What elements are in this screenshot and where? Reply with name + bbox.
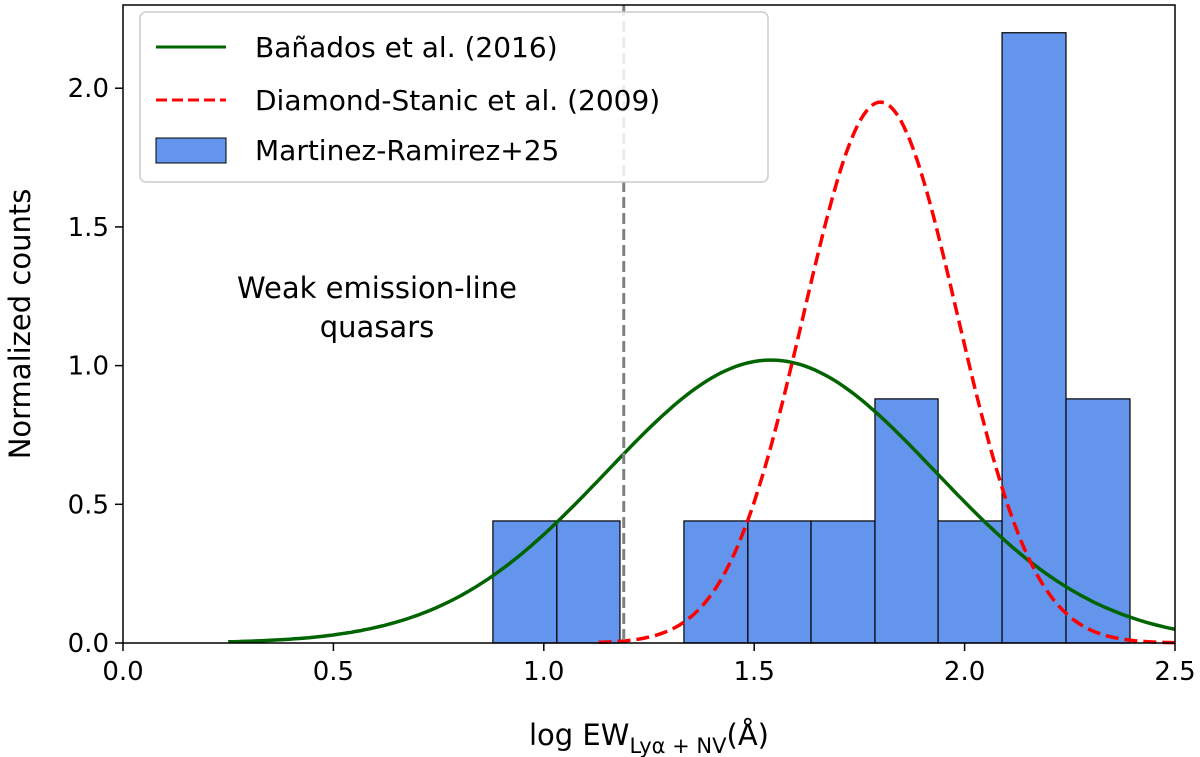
y-tick-label: 2.0 — [68, 74, 109, 104]
plot-frame — [122, 4, 1176, 644]
curves — [228, 100, 1176, 645]
histogram-bar — [492, 520, 558, 644]
legend: Bañados et al. (2016) Diamond-Stanic et … — [139, 11, 769, 183]
x-ticks: 0.0 0.5 1.0 1.5 2.0 2.5 — [102, 643, 1196, 687]
legend-label-histogram: Martinez-Ramirez+25 — [255, 134, 559, 167]
banados-curve — [228, 358, 1176, 644]
histogram-bar — [874, 398, 939, 644]
y-tick-label: 0.5 — [68, 490, 109, 520]
annotation-line-2: quasars — [320, 310, 434, 344]
diamond-stanic-curve — [598, 100, 1175, 645]
y-axis-label: Normalized counts — [3, 189, 37, 460]
legend-label-diamond-stanic: Diamond-Stanic et al. (2009) — [255, 84, 660, 117]
x-tick-label: 1.0 — [523, 657, 564, 687]
y-ticks: 0.0 0.5 1.0 1.5 2.0 — [68, 74, 123, 659]
x-tick-label: 0.5 — [313, 657, 354, 687]
histogram-bar — [747, 520, 812, 644]
annotation-line-1: Weak emission-line — [237, 271, 517, 305]
y-tick-label: 1.0 — [68, 352, 109, 382]
histogram-bar — [937, 520, 1003, 644]
x-tick-label: 2.5 — [1154, 657, 1195, 687]
histogram-bar — [1001, 32, 1067, 644]
y-tick-label: 0.0 — [68, 629, 109, 659]
x-tick-label: 1.5 — [734, 657, 775, 687]
histogram-bar — [556, 520, 621, 644]
y-tick-label: 1.5 — [68, 213, 109, 243]
legend-label-banados: Bañados et al. (2016) — [255, 31, 558, 64]
legend-swatch-histogram — [155, 137, 227, 164]
x-axis-label: log EWLyα + NV(Å) — [529, 718, 769, 757]
x-tick-label: 0.0 — [102, 657, 143, 687]
histogram-bar — [810, 520, 876, 644]
histogram-bar — [683, 520, 749, 644]
histogram-bar — [1065, 398, 1131, 644]
x-tick-label: 2.0 — [944, 657, 985, 687]
